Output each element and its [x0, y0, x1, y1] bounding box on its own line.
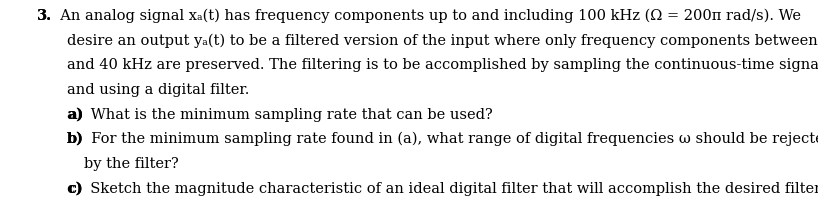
Text: c)  Sketch the magnitude characteristic of an ideal digital filter that will acc: c) Sketch the magnitude characteristic o…	[67, 181, 818, 196]
Text: c)  Sketch the magnitude characteristic of an ideal digital filter that will acc: c) Sketch the magnitude characteristic o…	[67, 181, 818, 196]
Text: a): a)	[67, 107, 83, 121]
Text: 3.  An analog signal xₐ(t) has frequency components up to and including 100 kHz : 3. An analog signal xₐ(t) has frequency …	[37, 9, 801, 23]
Text: desire an output yₐ(t) to be a filtered version of the input where only frequenc: desire an output yₐ(t) to be a filtered …	[67, 34, 818, 48]
Text: c): c)	[67, 181, 83, 195]
Text: c): c)	[67, 181, 83, 195]
Text: b): b)	[67, 132, 84, 146]
Text: a)  What is the minimum sampling rate that can be used?: a) What is the minimum sampling rate tha…	[67, 107, 492, 122]
Text: b): b)	[67, 132, 84, 146]
Text: a)  What is the minimum sampling rate that can be used?: a) What is the minimum sampling rate tha…	[67, 107, 492, 122]
Text: and using a digital filter.: and using a digital filter.	[67, 83, 249, 97]
Text: 3.  An analog signal xₐ(t) has frequency components up to and including 100 kHz : 3. An analog signal xₐ(t) has frequency …	[37, 9, 801, 23]
Text: 3.: 3.	[37, 9, 52, 23]
Text: b)  For the minimum sampling rate found in (a), what range of digital frequencie: b) For the minimum sampling rate found i…	[67, 132, 818, 146]
Text: b)  For the minimum sampling rate found in (a), what range of digital frequencie: b) For the minimum sampling rate found i…	[67, 132, 818, 146]
Text: 3.: 3.	[37, 9, 52, 23]
Text: by the filter?: by the filter?	[84, 157, 179, 171]
Text: and 40 kHz are preserved. The filtering is to be accomplished by sampling the co: and 40 kHz are preserved. The filtering …	[67, 58, 818, 72]
Text: a): a)	[67, 107, 83, 121]
